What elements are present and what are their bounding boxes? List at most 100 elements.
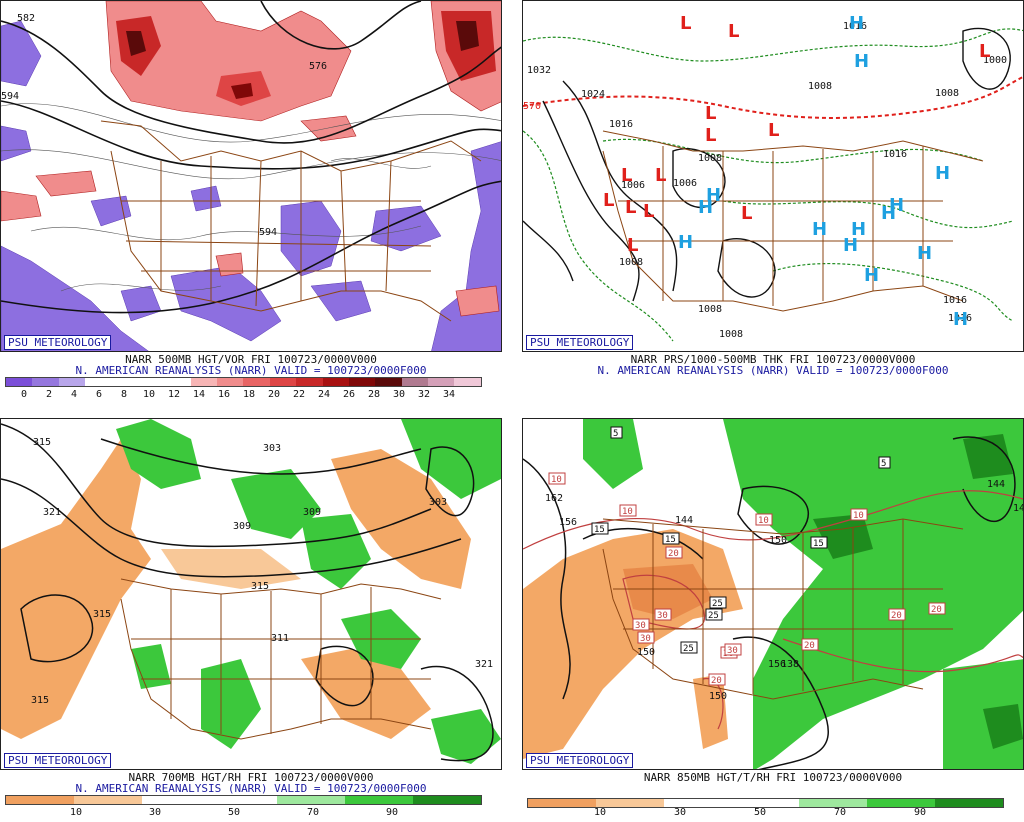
high-marker: H: [706, 185, 721, 206]
temperature-box: 20: [888, 608, 906, 621]
panel-500mb-vorticity: 582 594 576 594 PSU METEOROLOGY NARR 500…: [0, 0, 502, 404]
colorbar-tick-label: 4: [70, 389, 78, 400]
temperature-box: 10: [850, 508, 868, 521]
colorbar-tick-label: 26: [342, 389, 356, 400]
high-marker: H: [843, 235, 858, 256]
contour-label: 594: [1, 91, 19, 102]
colorbar-ticks: 0 2 4 6 8 10 12 14 16 18 20 22 24 26 28 30 32 34: [0, 389, 502, 401]
temperature-box: 10: [619, 504, 637, 517]
contour-label: 576: [309, 61, 327, 72]
low-marker: L: [627, 235, 638, 256]
credit-label: PSU METEOROLOGY: [526, 753, 634, 768]
colorbar-ticks: 10 30 50 70 90: [522, 807, 1024, 819]
temperature-box-label: 30: [727, 646, 738, 656]
contour-label: 315: [251, 581, 269, 592]
contour-label: 582: [17, 13, 35, 24]
temperature-box: 20: [928, 602, 946, 615]
freezing-line: [523, 75, 1023, 119]
credit-label: PSU METEOROLOGY: [526, 335, 634, 350]
high-marker: H: [864, 265, 879, 286]
contour-label: 315: [93, 609, 111, 620]
contour-label: 1008: [698, 153, 722, 164]
contour-label: 1032: [527, 65, 551, 76]
temperature-box-label: 30: [640, 634, 651, 644]
high-marker: H: [953, 309, 968, 330]
vorticity-map: 582 594 576 594: [0, 0, 502, 352]
temperature-box: 30: [724, 643, 742, 656]
chart-title: NARR 700MB HGT/RH FRI 100723/0000V000: [128, 771, 374, 784]
colorbar-tick-label: 10: [142, 389, 156, 400]
temperature-box: 15: [662, 532, 680, 545]
low-marker: L: [621, 165, 632, 186]
colorbar-tick-label: 50: [753, 807, 767, 818]
colorbar-segment: [6, 378, 33, 386]
chart-subtitle: N. AMERICAN REANALYSIS (NARR) VALID = 10…: [597, 364, 949, 377]
contour-label: 311: [271, 633, 289, 644]
thickness-contours: [523, 28, 1023, 342]
temperature-labels: 5510101010151515202025252530303030302020…: [548, 426, 946, 686]
colorbar-segment: [190, 378, 217, 386]
temperature-box-label: 5: [613, 429, 618, 439]
low-marker: L: [728, 21, 739, 42]
chart-subtitle: N. AMERICAN REANALYSIS (NARR) VALID = 10…: [75, 782, 427, 795]
high-marker: H: [854, 51, 869, 72]
pressure-map: 1032 1024 1016 1008 1006 1008 1000 1008 …: [522, 0, 1024, 352]
colorbar: [5, 795, 482, 805]
panel-850mb-temp-rh: 162 156 144 144 150 150 156 150 138 144 …: [522, 418, 1024, 822]
temperature-box: 30: [654, 608, 672, 621]
colorbar-segment: [6, 796, 74, 804]
contour-label: 144: [1013, 503, 1024, 514]
temperature-box: 5: [610, 426, 623, 439]
colorbar-segment: [731, 799, 800, 807]
height-contours: [1, 1, 501, 314]
high-pressure-markers: H H H H H H H H H H H H H H: [678, 13, 968, 330]
colorbar-tick-label: 10: [593, 807, 607, 818]
colorbar-tick-label: 10: [69, 807, 83, 818]
high-marker: H: [917, 243, 932, 264]
colorbar-tick-label: 2: [45, 389, 53, 400]
low-marker: L: [768, 120, 779, 141]
high-marker: H: [851, 219, 866, 240]
contour-label: 156: [559, 517, 577, 528]
contour-label: 1008: [719, 329, 743, 340]
contour-label: 594: [259, 227, 277, 238]
low-marker: L: [705, 103, 716, 124]
contour-label: 1008: [619, 257, 643, 268]
temperature-box-label: 20: [668, 549, 679, 559]
contour-label: 162: [545, 493, 563, 504]
contour-label: 144: [987, 479, 1005, 490]
temperature-box-label: 5: [881, 459, 886, 469]
colorbar-segment: [296, 378, 323, 386]
contour-label: 321: [475, 659, 493, 670]
political-boundaries: [602, 518, 964, 700]
colorbar: [527, 798, 1004, 808]
temperature-box: 25: [680, 641, 698, 654]
colorbar-segment: [322, 378, 349, 386]
political-boundaries: [602, 130, 984, 312]
colorbar-segment: [454, 378, 481, 386]
rh700-map: 315 303 321 303 309 309 315 315 311 321 …: [0, 418, 502, 770]
colorbar-segment: [137, 378, 165, 386]
colorbar-segment: [348, 378, 376, 386]
colorbar: [5, 377, 482, 387]
temperature-box-label: 10: [622, 507, 633, 517]
low-marker: L: [979, 41, 990, 62]
high-marker: H: [889, 195, 904, 216]
high-marker: H: [849, 13, 864, 34]
temperature-box: 10: [548, 472, 566, 485]
colorbar-segment: [401, 378, 428, 386]
panel-700mb-rh: 315 303 321 303 309 309 315 315 311 321 …: [0, 418, 502, 822]
colorbar-segment: [73, 796, 142, 804]
low-marker: L: [655, 165, 666, 186]
chart-title: NARR 500MB HGT/VOR FRI 100723/0000V000: [125, 353, 377, 366]
contour-label: 1024: [581, 89, 605, 100]
temperature-box: 20: [708, 673, 726, 686]
colorbar-tick-label: 70: [833, 807, 847, 818]
contour-label: 1016: [843, 21, 867, 32]
chart-subtitle: N. AMERICAN REANALYSIS (NARR) VALID = 10…: [75, 364, 427, 377]
contour-label: 1008: [808, 81, 832, 92]
colorbar-segment: [428, 378, 455, 386]
low-pressure-markers: L L L L L L L L L L L L L: [603, 13, 990, 256]
panel-pressure-thickness: 1032 1024 1016 1008 1006 1008 1000 1008 …: [522, 0, 1024, 404]
temperature-box-label: 30: [635, 621, 646, 631]
